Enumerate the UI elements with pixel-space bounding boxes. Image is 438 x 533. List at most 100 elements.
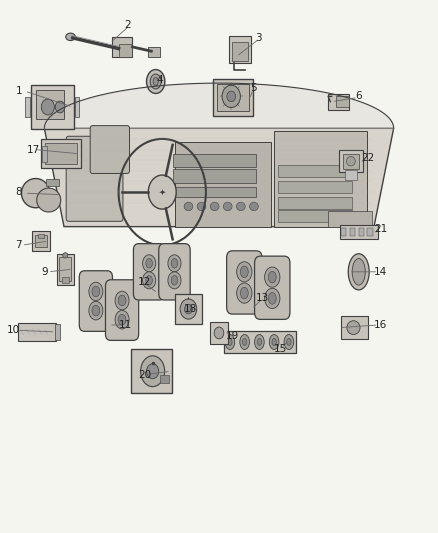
Ellipse shape: [41, 99, 54, 115]
FancyBboxPatch shape: [42, 146, 47, 162]
Ellipse shape: [240, 335, 250, 350]
FancyBboxPatch shape: [367, 228, 373, 236]
FancyBboxPatch shape: [339, 225, 378, 239]
Ellipse shape: [66, 33, 75, 41]
Ellipse shape: [146, 259, 152, 268]
Ellipse shape: [115, 310, 129, 329]
Ellipse shape: [228, 338, 232, 345]
Text: 9: 9: [41, 267, 48, 277]
FancyBboxPatch shape: [75, 97, 79, 117]
Ellipse shape: [153, 77, 158, 85]
FancyBboxPatch shape: [173, 169, 256, 183]
FancyBboxPatch shape: [106, 280, 139, 341]
Ellipse shape: [254, 335, 264, 350]
Ellipse shape: [257, 338, 261, 345]
FancyBboxPatch shape: [278, 165, 352, 176]
Ellipse shape: [118, 295, 126, 306]
FancyBboxPatch shape: [45, 143, 77, 165]
FancyBboxPatch shape: [173, 154, 256, 167]
Text: 22: 22: [361, 152, 374, 163]
Text: 2: 2: [124, 20, 131, 30]
FancyBboxPatch shape: [336, 96, 349, 107]
FancyBboxPatch shape: [274, 131, 367, 227]
Text: 14: 14: [374, 267, 387, 277]
Ellipse shape: [147, 69, 165, 93]
Ellipse shape: [92, 286, 100, 297]
FancyBboxPatch shape: [210, 322, 228, 344]
Ellipse shape: [143, 272, 155, 289]
FancyBboxPatch shape: [226, 251, 262, 314]
Ellipse shape: [272, 338, 276, 345]
Ellipse shape: [265, 267, 280, 287]
Ellipse shape: [287, 338, 291, 345]
Ellipse shape: [143, 255, 155, 272]
FancyBboxPatch shape: [131, 350, 172, 393]
Ellipse shape: [89, 282, 103, 301]
FancyBboxPatch shape: [350, 228, 355, 236]
FancyBboxPatch shape: [278, 210, 352, 222]
FancyBboxPatch shape: [229, 36, 251, 63]
Text: 18: 18: [184, 304, 197, 314]
Text: 12: 12: [138, 278, 152, 287]
Text: 10: 10: [7, 325, 20, 335]
FancyBboxPatch shape: [328, 94, 349, 110]
FancyBboxPatch shape: [278, 181, 352, 192]
FancyBboxPatch shape: [36, 90, 64, 119]
Ellipse shape: [227, 91, 236, 102]
FancyBboxPatch shape: [119, 44, 132, 58]
FancyBboxPatch shape: [328, 211, 372, 227]
Ellipse shape: [269, 335, 279, 350]
Ellipse shape: [115, 291, 129, 310]
Ellipse shape: [21, 179, 50, 208]
FancyBboxPatch shape: [90, 126, 130, 173]
Ellipse shape: [184, 202, 193, 211]
FancyBboxPatch shape: [55, 324, 60, 340]
Text: 16: 16: [374, 320, 387, 330]
Text: 19: 19: [226, 330, 239, 341]
Ellipse shape: [146, 276, 152, 285]
Ellipse shape: [150, 74, 161, 89]
Ellipse shape: [171, 276, 178, 285]
Text: 8: 8: [15, 187, 21, 197]
FancyBboxPatch shape: [175, 142, 272, 227]
FancyBboxPatch shape: [134, 244, 165, 300]
Ellipse shape: [268, 271, 276, 283]
FancyBboxPatch shape: [18, 322, 56, 341]
FancyBboxPatch shape: [112, 37, 132, 57]
Polygon shape: [44, 128, 394, 227]
FancyBboxPatch shape: [232, 42, 247, 61]
Ellipse shape: [63, 253, 68, 258]
Ellipse shape: [348, 254, 369, 290]
FancyBboxPatch shape: [175, 294, 201, 325]
Circle shape: [148, 175, 176, 209]
Ellipse shape: [214, 327, 224, 339]
Text: 3: 3: [255, 33, 261, 43]
Ellipse shape: [184, 304, 192, 314]
Text: 7: 7: [15, 240, 21, 250]
Ellipse shape: [210, 202, 219, 211]
FancyBboxPatch shape: [159, 244, 190, 300]
Text: 4: 4: [157, 76, 163, 85]
Text: 17: 17: [27, 144, 40, 155]
Ellipse shape: [168, 272, 181, 289]
FancyBboxPatch shape: [35, 235, 47, 247]
FancyBboxPatch shape: [38, 233, 44, 238]
Ellipse shape: [268, 293, 276, 304]
FancyBboxPatch shape: [343, 154, 359, 168]
Ellipse shape: [180, 299, 197, 319]
FancyBboxPatch shape: [31, 85, 74, 129]
Ellipse shape: [168, 255, 181, 272]
FancyBboxPatch shape: [41, 139, 81, 168]
Ellipse shape: [225, 335, 235, 350]
Ellipse shape: [37, 188, 61, 212]
Text: 21: 21: [374, 224, 387, 235]
FancyBboxPatch shape: [339, 150, 363, 172]
FancyBboxPatch shape: [66, 136, 123, 221]
FancyBboxPatch shape: [160, 375, 169, 383]
FancyBboxPatch shape: [341, 317, 368, 339]
Ellipse shape: [347, 321, 360, 335]
Ellipse shape: [250, 202, 258, 211]
Text: 6: 6: [355, 91, 362, 101]
Ellipse shape: [352, 259, 365, 285]
Ellipse shape: [265, 288, 280, 309]
